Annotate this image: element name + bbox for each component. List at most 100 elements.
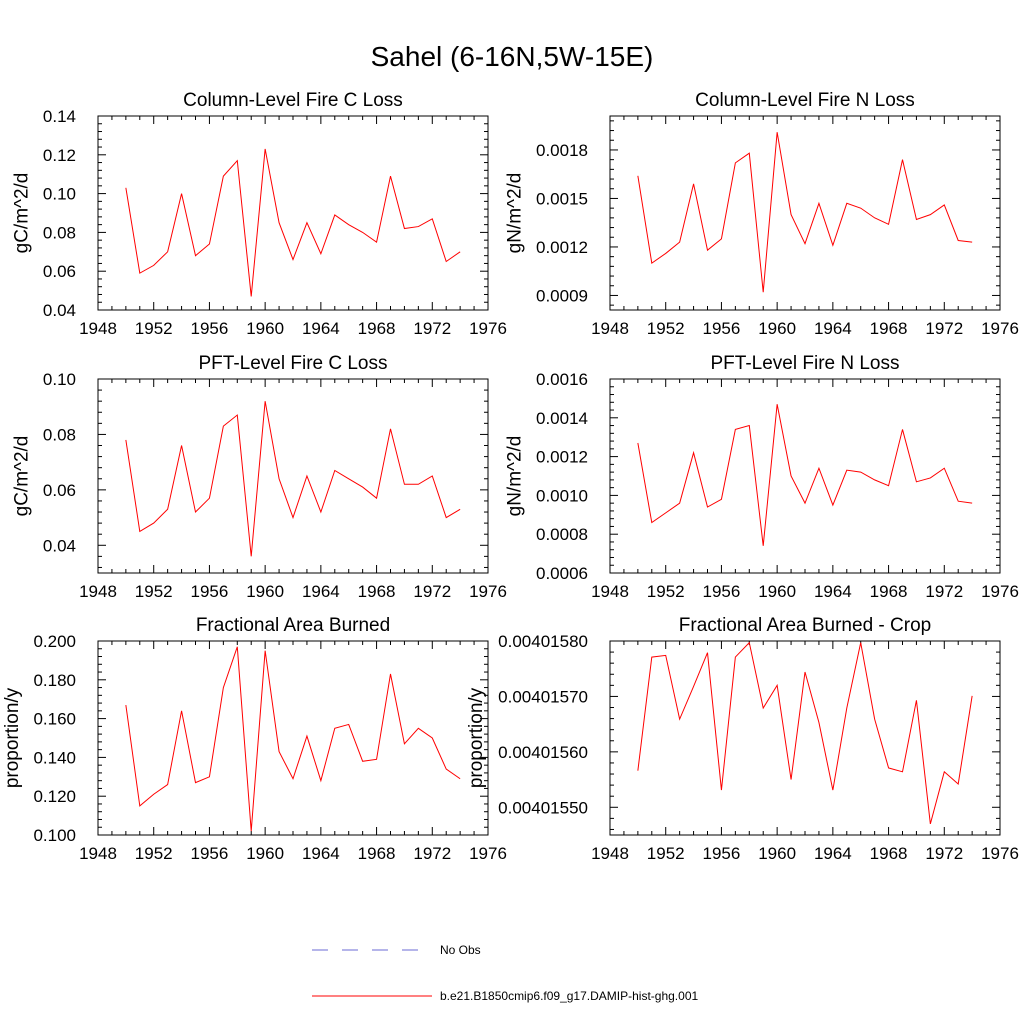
legend-label-no-obs: No Obs — [440, 943, 481, 957]
y-tick-label: 0.00401550 — [498, 798, 588, 817]
x-tick-label: 1948 — [591, 319, 629, 338]
x-tick-label: 1952 — [647, 582, 685, 601]
x-tick-label: 1968 — [870, 844, 908, 863]
panel-2: 1948 1952 1956 1960 1964 1968 1972 1976 0.0009 0.… — [504, 90, 1019, 338]
panel-title: Fractional Area Burned — [196, 615, 390, 636]
plot-frame — [97, 640, 489, 836]
x-tick-label: 1948 — [591, 582, 629, 601]
series-line — [125, 646, 461, 832]
x-tick-label: 1948 — [591, 844, 629, 863]
y-axis-label: gC/m^2/d — [12, 436, 33, 517]
x-tick-label: 1976 — [469, 844, 507, 863]
y-tick-label: 0.140 — [33, 748, 76, 767]
y-tick-label: 0.120 — [33, 787, 76, 806]
x-tick-label: 1960 — [246, 844, 284, 863]
panel-3: 1948 1952 1956 1960 1964 1968 1972 1976 0.04 0.06… — [12, 353, 507, 601]
x-tick-label: 1976 — [469, 319, 507, 338]
x-tick-label: 1948 — [79, 582, 117, 601]
y-tick-label: 0.08 — [43, 223, 76, 242]
x-tick-label: 1956 — [703, 582, 741, 601]
x-tick-label: 1956 — [703, 844, 741, 863]
panel-title: Column-Level Fire C Loss — [183, 90, 403, 111]
plot-frame — [609, 378, 1001, 574]
y-tick-label: 0.200 — [33, 632, 76, 651]
y-tick-label: 0.0015 — [536, 189, 588, 208]
plot-frame — [97, 378, 489, 574]
series-line — [637, 132, 973, 293]
y-tick-label: 0.06 — [43, 481, 76, 500]
y-tick-label: 0.0009 — [536, 286, 588, 305]
y-tick-label: 0.00401570 — [498, 687, 588, 706]
panels: 1948 1952 1956 1960 1964 1968 1972 1976 0.04 0.06… — [2, 90, 1019, 863]
y-tick-label: 0.0006 — [536, 564, 588, 583]
panel-1: 1948 1952 1956 1960 1964 1968 1972 1976 0.04 0.06… — [12, 90, 507, 338]
y-tick-label: 0.04 — [43, 301, 76, 320]
x-tick-label: 1964 — [302, 582, 340, 601]
panel-title: PFT-Level Fire N Loss — [711, 353, 900, 374]
y-tick-label: 0.14 — [43, 107, 76, 126]
y-tick-label: 0.0008 — [536, 525, 588, 544]
panel-title: Fractional Area Burned - Crop — [679, 615, 931, 636]
y-tick-label: 0.180 — [33, 671, 76, 690]
legend-label-model: b.e21.B1850cmip6.f09_g17.DAMIP-hist-ghg.… — [440, 989, 698, 1003]
x-tick-label: 1960 — [758, 844, 796, 863]
y-tick-label: 0.06 — [43, 262, 76, 281]
series-line — [125, 401, 461, 557]
x-tick-label: 1976 — [981, 319, 1019, 338]
tick-marks — [609, 116, 1001, 310]
x-tick-label: 1956 — [191, 844, 229, 863]
y-tick-label: 0.08 — [43, 425, 76, 444]
x-tick-label: 1948 — [79, 844, 117, 863]
tick-marks — [97, 115, 489, 311]
x-tick-label: 1972 — [925, 582, 963, 601]
x-tick-label: 1976 — [981, 844, 1019, 863]
x-tick-label: 1960 — [758, 319, 796, 338]
y-tick-label: 0.160 — [33, 710, 76, 729]
x-tick-label: 1968 — [870, 582, 908, 601]
x-tick-label: 1972 — [925, 844, 963, 863]
tick-marks — [609, 640, 1001, 835]
x-tick-label: 1956 — [703, 319, 741, 338]
x-tick-label: 1968 — [870, 319, 908, 338]
y-tick-label: 0.0010 — [536, 486, 588, 505]
x-tick-label: 1964 — [302, 319, 340, 338]
x-tick-label: 1952 — [647, 319, 685, 338]
tick-marks — [97, 378, 489, 573]
legend: No Obs b.e21.B1850cmip6.f09_g17.DAMIP-hi… — [312, 943, 698, 1003]
y-tick-label: 0.0014 — [536, 409, 588, 428]
y-axis-label: gN/m^2/d — [504, 436, 525, 517]
x-tick-label: 1968 — [358, 582, 396, 601]
series-line — [637, 404, 973, 546]
series-line — [637, 641, 973, 825]
x-tick-label: 1968 — [358, 319, 396, 338]
x-tick-label: 1964 — [814, 319, 852, 338]
tick-marks — [609, 378, 1001, 574]
y-axis-label: proportion/y — [2, 687, 23, 788]
y-axis-label: proportion/y — [466, 687, 487, 788]
x-tick-label: 1952 — [135, 319, 173, 338]
x-tick-label: 1960 — [246, 582, 284, 601]
panel-6: 1948 1952 1956 1960 1964 1968 1972 1976 0.004015… — [466, 615, 1019, 863]
plot-frame — [97, 115, 489, 311]
x-tick-label: 1952 — [135, 844, 173, 863]
tick-marks — [97, 640, 489, 836]
series-line — [125, 148, 461, 297]
y-tick-label: 0.10 — [43, 370, 76, 389]
y-tick-label: 0.0018 — [536, 141, 588, 160]
x-tick-label: 1976 — [469, 582, 507, 601]
y-tick-label: 0.100 — [33, 826, 76, 845]
y-tick-label: 0.0012 — [536, 448, 588, 467]
x-tick-label: 1972 — [413, 844, 451, 863]
x-tick-label: 1952 — [647, 844, 685, 863]
panel-title: PFT-Level Fire C Loss — [199, 353, 388, 374]
x-tick-label: 1964 — [814, 582, 852, 601]
x-tick-label: 1956 — [191, 582, 229, 601]
x-tick-label: 1964 — [302, 844, 340, 863]
x-tick-label: 1960 — [758, 582, 796, 601]
x-tick-label: 1956 — [191, 319, 229, 338]
y-tick-label: 0.00401560 — [498, 743, 588, 762]
y-tick-label: 0.04 — [43, 536, 76, 555]
panel-title: Column-Level Fire N Loss — [695, 90, 915, 111]
panel-4: 1948 1952 1956 1960 1964 1968 1972 1976 0.0006 0.… — [504, 353, 1019, 601]
x-tick-label: 1948 — [79, 319, 117, 338]
